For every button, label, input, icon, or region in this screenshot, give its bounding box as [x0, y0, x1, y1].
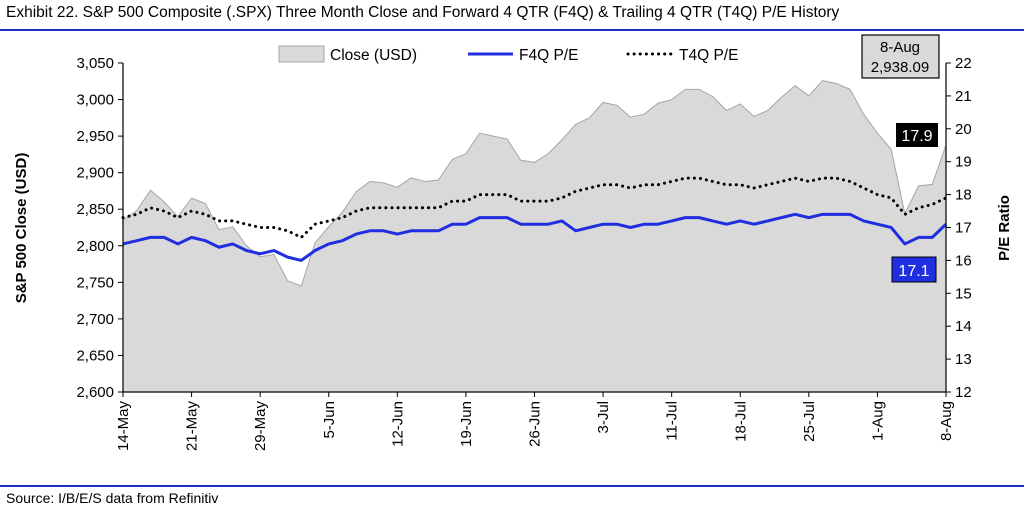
- right-tick-label: 14: [955, 318, 972, 335]
- left-tick-label: 2,800: [76, 238, 114, 255]
- right-tick-label: 21: [955, 88, 972, 105]
- x-tick-label: 1-Aug: [869, 401, 886, 441]
- right-axis-label: P/E Ratio: [996, 195, 1013, 261]
- t4q-pe-line: [121, 176, 948, 240]
- page-title: Exhibit 22. S&P 500 Composite (.SPX) Thr…: [6, 4, 840, 21]
- left-tick-label: 2,900: [76, 165, 114, 182]
- f4q-end-label-text: 17.1: [898, 263, 929, 280]
- x-tick-label: 21-May: [184, 401, 201, 452]
- right-tick-label: 18: [955, 187, 972, 204]
- right-tick-label: 19: [955, 154, 972, 171]
- t4q-end-label: 17.9: [896, 123, 938, 147]
- x-tick-label: 3-Jul: [595, 401, 612, 434]
- t4q-end-label-text: 17.9: [901, 128, 932, 145]
- t4q-end-label-box: [896, 123, 938, 147]
- legend-swatch-close: [278, 45, 325, 63]
- right-tick-label: 15: [955, 285, 972, 302]
- f4q-pe-line: [122, 212, 948, 262]
- x-tick-label: 18-Jul: [732, 401, 749, 442]
- x-axis-ticks: 14-May 21-May 29-May 5-Jun 12-Jun 19-Jun 26-Ju…: [115, 392, 955, 451]
- left-tick-label: 2,750: [76, 274, 114, 291]
- left-axis-ticks: 2,600 2,650 2,700 2,750 2,800 2,850 2,900 2,950…: [76, 55, 123, 401]
- last-close-date: 8-Aug: [880, 39, 920, 56]
- x-tick-label: 25-Jul: [801, 401, 818, 442]
- source-note: Source: I/B/E/S data from Refinitiv: [6, 490, 219, 506]
- legend: Close (USD) F4Q P/E T4Q P/E: [278, 45, 738, 64]
- title-divider: [0, 29, 1024, 31]
- left-tick-label: 2,700: [76, 311, 114, 328]
- right-tick-label: 12: [955, 384, 972, 401]
- last-close-callout: 8-Aug 2,938.09: [861, 34, 940, 79]
- x-tick-label: 19-Jun: [458, 401, 475, 447]
- f4q-end-label-box: [891, 256, 937, 283]
- right-tick-label: 16: [955, 252, 972, 269]
- right-axis-ticks: 12 13 14 15 16 17 18 19 20 21 22: [946, 55, 972, 401]
- legend-label-f4q: F4Q P/E: [519, 47, 578, 64]
- left-tick-label: 3,000: [76, 92, 114, 109]
- f4q-end-label: 17.1: [891, 256, 937, 283]
- left-tick-label: 2,950: [76, 128, 114, 145]
- x-tick-label: 5-Jun: [321, 401, 338, 439]
- last-close-box: [861, 34, 940, 79]
- left-tick-label: 2,600: [76, 384, 114, 401]
- right-tick-label: 13: [955, 351, 972, 368]
- left-tick-label: 3,050: [76, 55, 114, 72]
- x-tick-label: 26-Jun: [527, 401, 544, 447]
- close-area-series: [122, 80, 947, 393]
- right-tick-label: 20: [955, 121, 972, 138]
- x-tick-label: 29-May: [252, 401, 269, 452]
- right-tick-label: 17: [955, 220, 972, 237]
- x-tick-label: 14-May: [115, 401, 132, 452]
- footer-divider: [0, 485, 1024, 487]
- x-tick-label: 8-Aug: [938, 401, 955, 441]
- spx-pe-chart: 2,600 2,650 2,700 2,750 2,800 2,850 2,900 2,950…: [13, 34, 1013, 451]
- left-tick-label: 2,650: [76, 347, 114, 364]
- legend-label-t4q: T4Q P/E: [679, 47, 738, 64]
- left-axis-label: S&P 500 Close (USD): [13, 153, 30, 304]
- last-close-value: 2,938.09: [871, 59, 929, 76]
- x-tick-label: 11-Jul: [664, 401, 681, 441]
- x-tick-label: 12-Jun: [389, 401, 406, 447]
- left-tick-label: 2,850: [76, 201, 114, 218]
- legend-label-close: Close (USD): [330, 47, 417, 64]
- right-tick-label: 22: [955, 55, 972, 72]
